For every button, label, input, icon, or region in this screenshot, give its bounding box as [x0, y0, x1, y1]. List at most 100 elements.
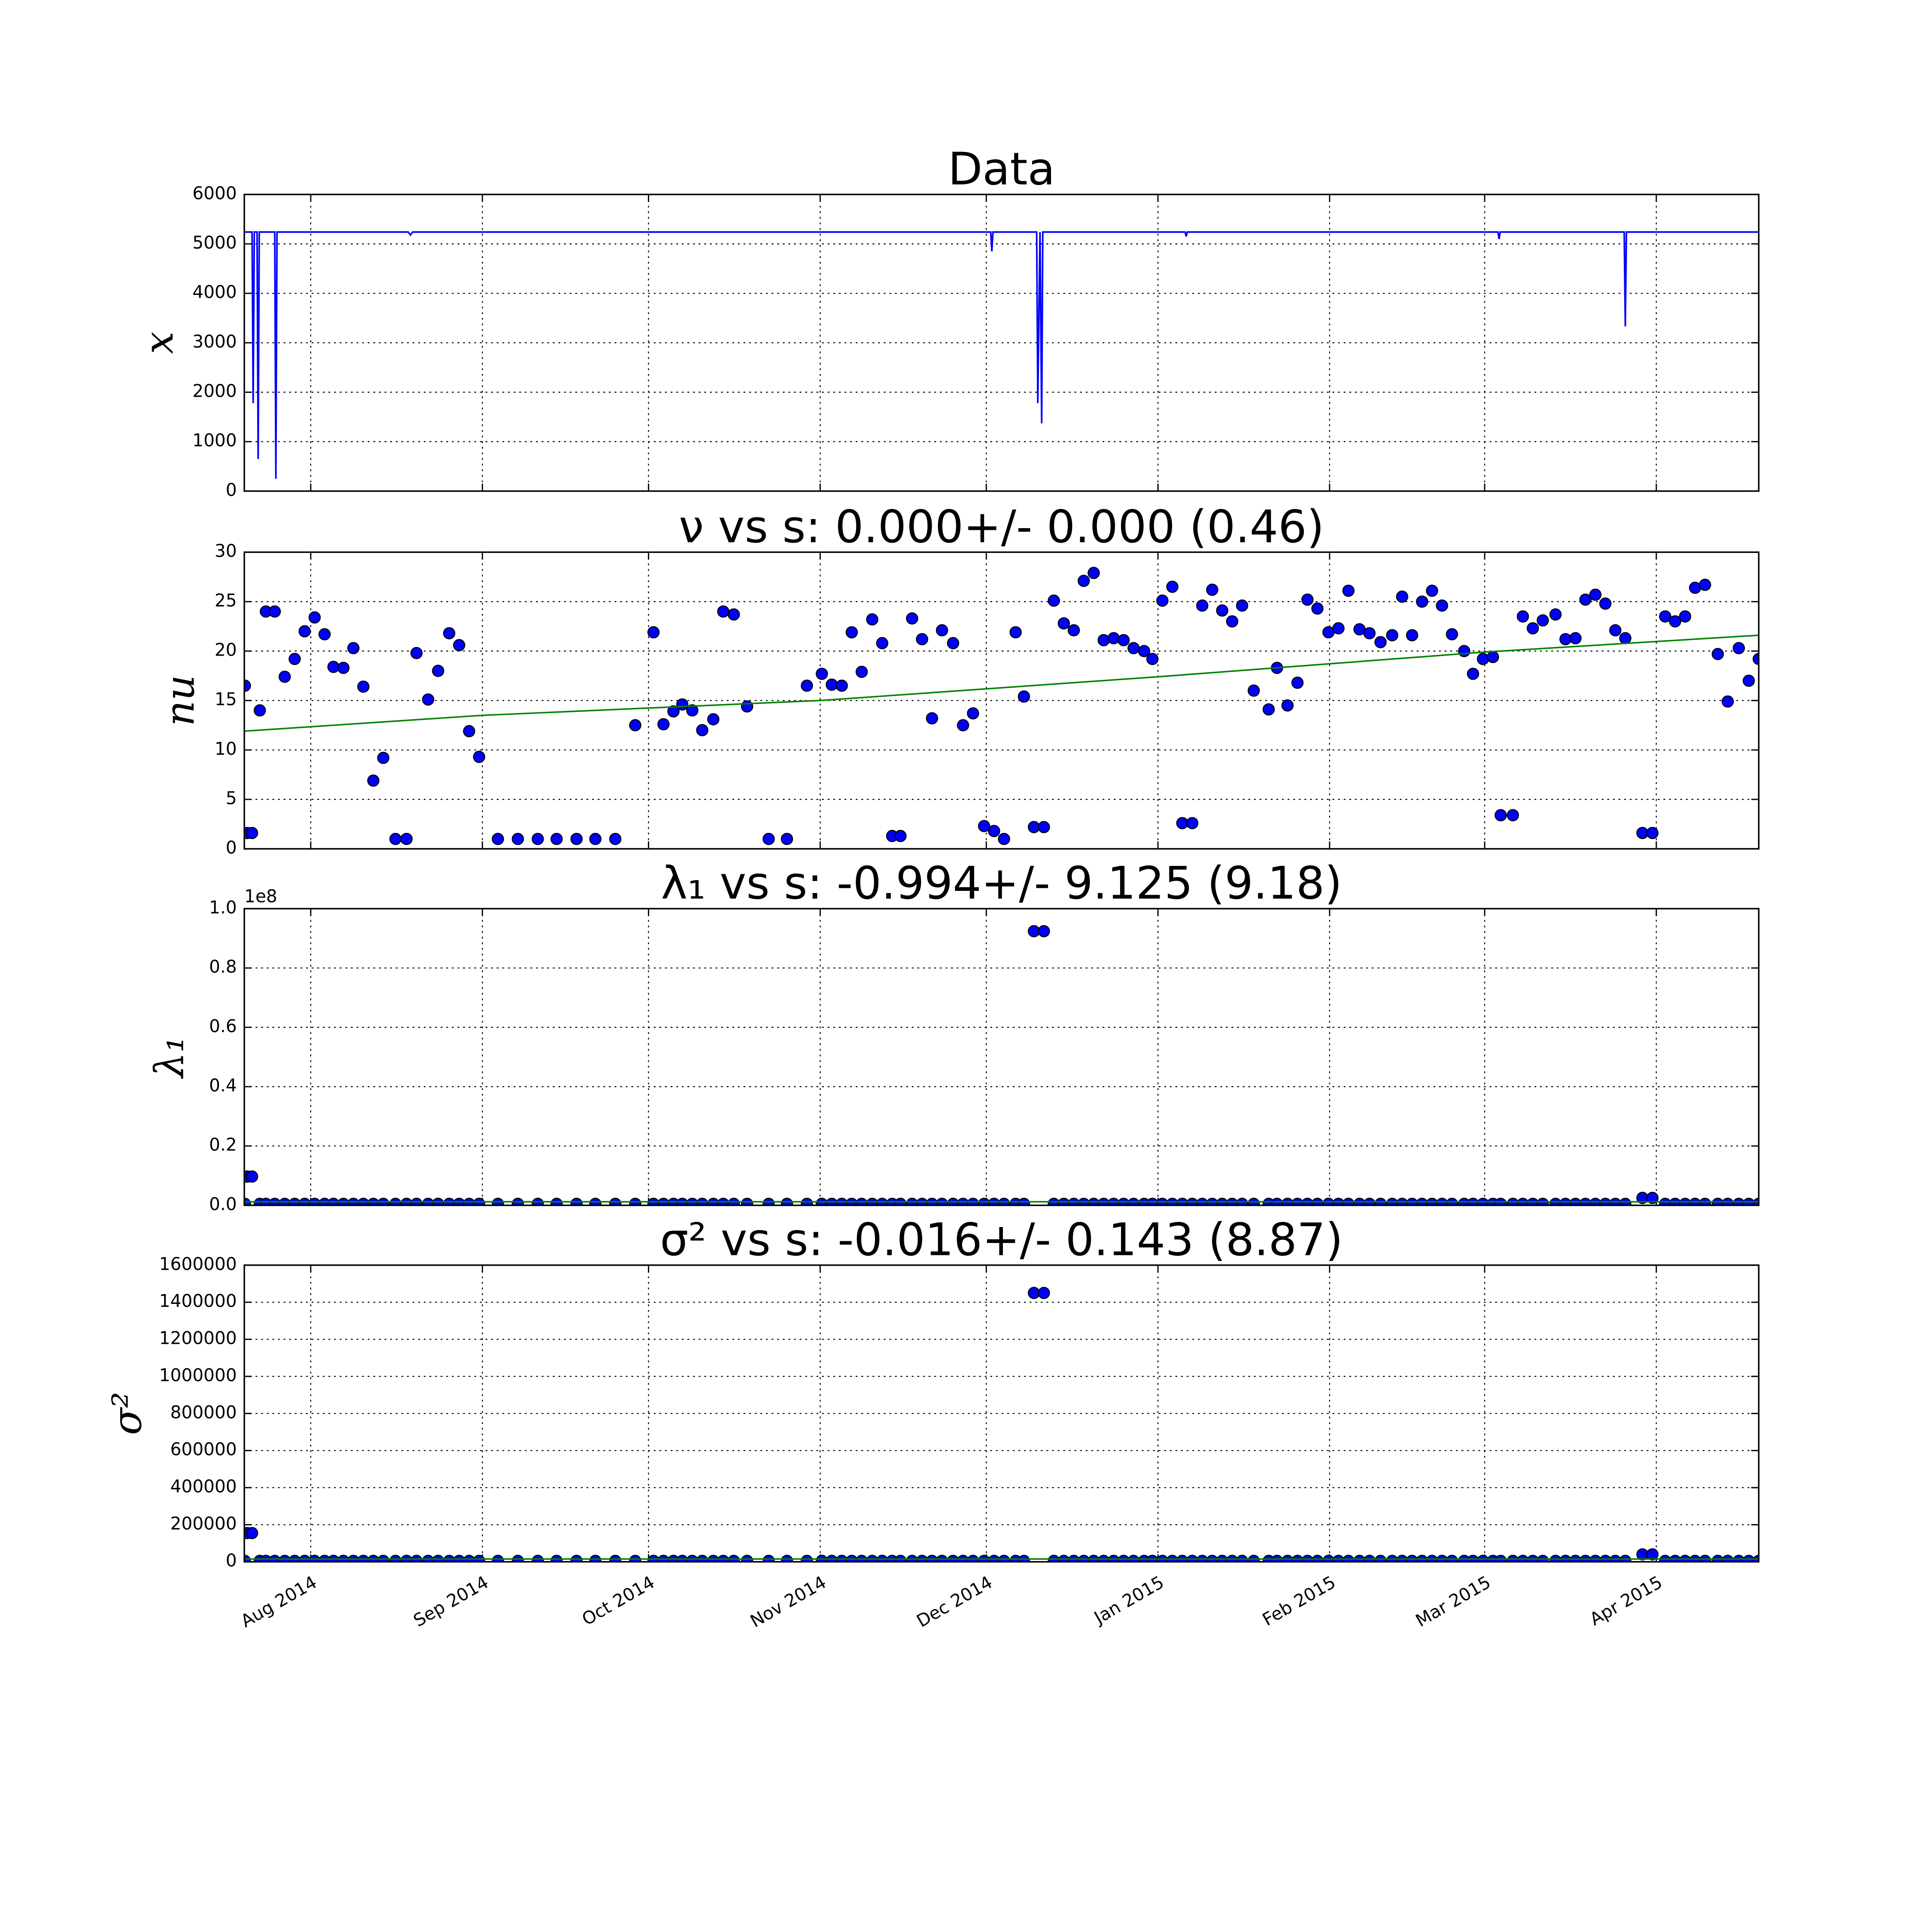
y-tick-label: 5000	[192, 232, 237, 253]
data-point	[1689, 581, 1701, 594]
data-point	[1236, 599, 1249, 612]
y-tick-label: 0.0	[209, 1194, 237, 1214]
data-point	[400, 832, 413, 845]
data-point	[1374, 636, 1387, 648]
data-point	[1146, 653, 1159, 665]
y-tick-label: 4000	[192, 282, 237, 302]
y-tick-label: 2000	[192, 381, 237, 401]
data-point	[916, 633, 928, 646]
data-point	[1646, 1191, 1659, 1204]
y-tick-label: 15	[215, 689, 237, 710]
y-tick-label: 400000	[170, 1476, 237, 1497]
data-point	[1097, 634, 1110, 647]
data-point	[1476, 653, 1489, 665]
data-point	[1507, 809, 1519, 822]
data-point	[1332, 622, 1345, 635]
y-tick-label: 1000	[192, 430, 237, 451]
y-tick-label: 1.0	[209, 897, 237, 917]
y-tick-label: 800000	[170, 1402, 237, 1422]
data-point	[318, 628, 331, 641]
data-point	[657, 718, 670, 731]
data-point	[957, 719, 969, 732]
data-point	[1487, 651, 1499, 663]
data-point	[1495, 809, 1507, 822]
data-point	[1436, 599, 1448, 612]
data-point	[422, 693, 434, 706]
data-point	[1609, 624, 1622, 637]
data-point	[1467, 668, 1479, 680]
y-tick-label: 0	[226, 480, 237, 500]
y-axis-label: x	[136, 331, 182, 354]
data-point	[1559, 633, 1572, 646]
y-tick-label: 5	[226, 788, 237, 808]
data-point	[337, 662, 350, 674]
data-point	[815, 668, 828, 680]
axes-frame	[243, 194, 1760, 492]
data-point	[1088, 567, 1100, 579]
data-point	[1569, 632, 1582, 644]
y-tick-label: 1600000	[159, 1254, 237, 1274]
data-point	[866, 613, 878, 626]
y-tick-label: 0	[226, 837, 237, 858]
data-point	[1281, 699, 1294, 712]
data-point	[1057, 617, 1070, 630]
y-axis-label: λ₁	[146, 1036, 193, 1079]
data-point	[876, 637, 889, 650]
data-point	[367, 774, 380, 787]
data-point	[1699, 578, 1711, 591]
data-point	[1117, 634, 1130, 647]
data-point	[741, 700, 753, 713]
data-point	[1048, 594, 1060, 607]
y-tick-label: 0.6	[209, 1016, 237, 1036]
data-point	[609, 832, 622, 845]
data-point	[1038, 1287, 1050, 1299]
data-point	[1363, 627, 1376, 640]
data-point	[1516, 610, 1529, 623]
data-point	[410, 647, 423, 659]
data-point	[1396, 590, 1409, 603]
data-point	[1446, 628, 1458, 641]
data-point	[1107, 632, 1120, 644]
data-point	[1406, 629, 1419, 641]
data-point	[1722, 695, 1734, 708]
data-point	[246, 1527, 258, 1540]
data-point	[278, 671, 291, 683]
data-point	[629, 719, 641, 732]
data-point	[947, 637, 960, 650]
data-point	[570, 832, 583, 845]
data-point	[762, 832, 775, 845]
data-point	[826, 678, 838, 691]
data-point	[967, 707, 979, 720]
data-point	[696, 724, 708, 736]
data-point	[1579, 593, 1592, 606]
data-point	[532, 832, 544, 845]
y-tick-label: 25	[215, 590, 237, 611]
data-point	[432, 665, 444, 677]
data-point	[1156, 594, 1169, 607]
y-offset-label: 1e8	[244, 886, 277, 906]
data-point	[978, 820, 990, 832]
data-point	[1186, 817, 1199, 829]
data-point	[676, 698, 689, 711]
data-point	[936, 624, 948, 637]
data-point	[1342, 584, 1355, 597]
data-point	[1711, 648, 1724, 660]
data-point	[347, 642, 360, 654]
data-point	[1669, 615, 1681, 628]
y-tick-label: 0.2	[209, 1134, 237, 1155]
y-tick-label: 30	[215, 541, 237, 561]
data-point	[1537, 614, 1549, 627]
data-point	[717, 605, 729, 618]
data-point	[926, 712, 939, 725]
data-point	[1067, 624, 1080, 637]
data-point	[1589, 588, 1602, 601]
data-point	[988, 825, 1000, 837]
data-point	[1426, 584, 1438, 597]
data-point	[1599, 597, 1612, 610]
data-point	[253, 704, 266, 717]
data-point	[781, 832, 793, 845]
data-point	[835, 679, 848, 692]
data-point	[1038, 925, 1050, 938]
data-point	[1009, 626, 1022, 638]
